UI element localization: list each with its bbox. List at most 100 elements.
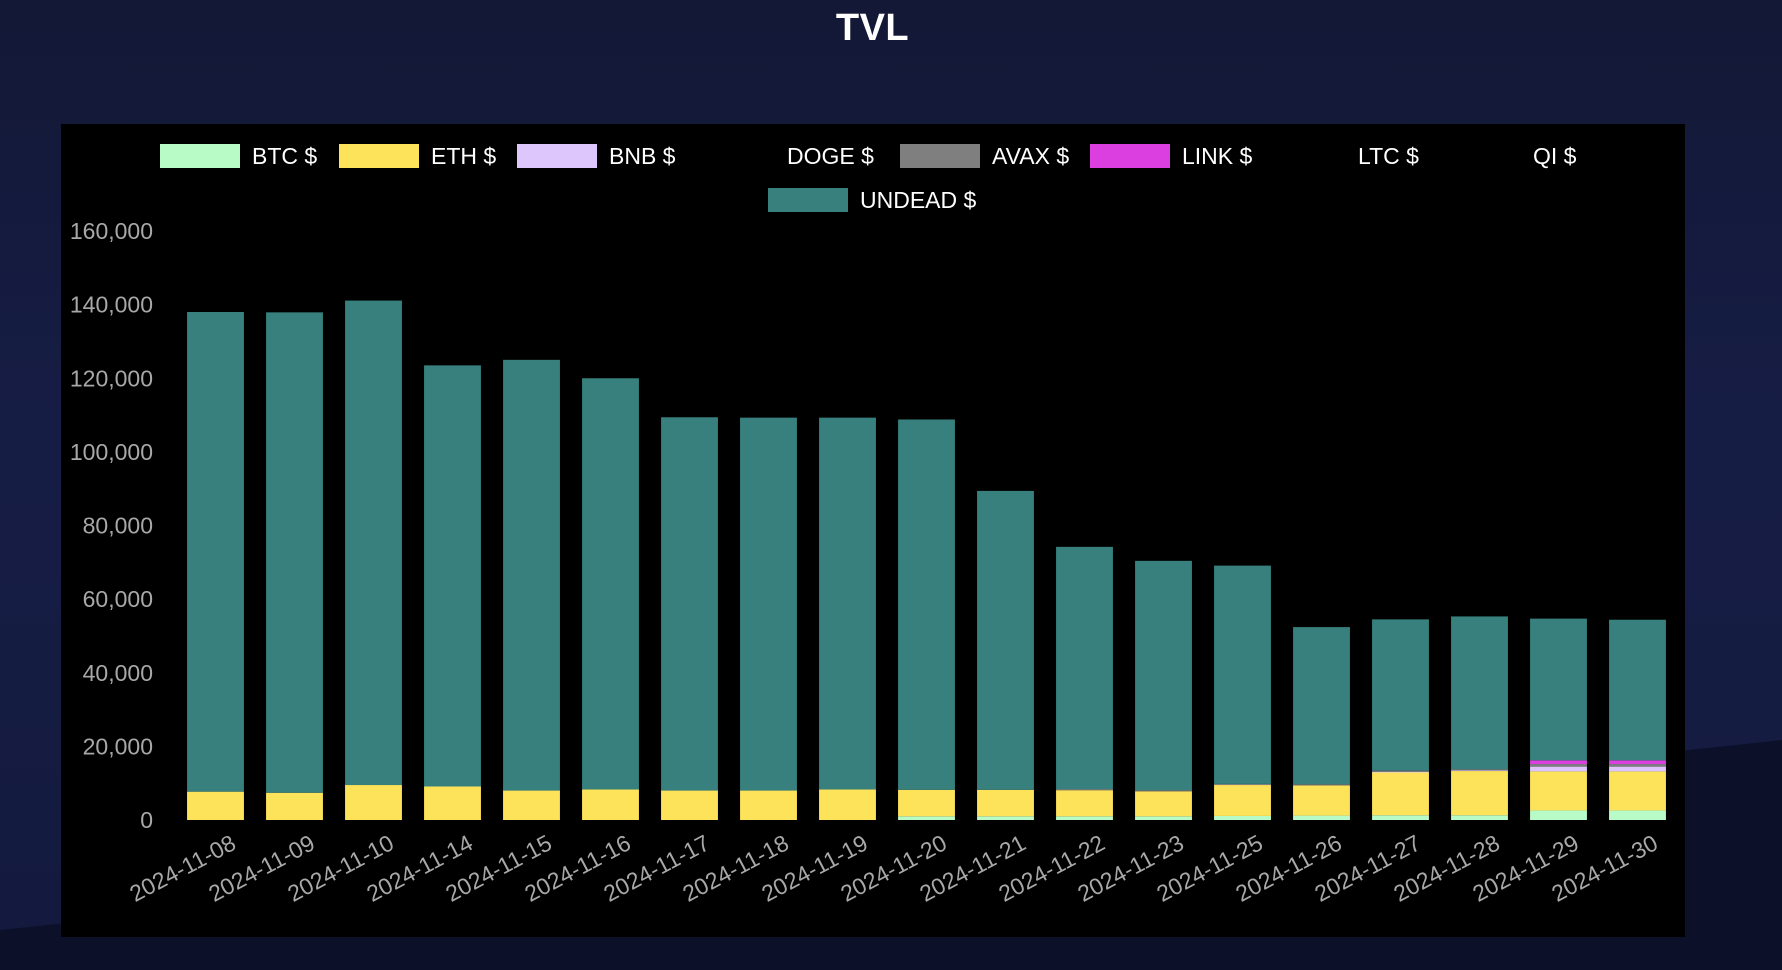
chart-legend: BTC $ ETH $ BNB $ DOGE $ AVAX $ LINK $ LTC $ QI… (160, 143, 1577, 213)
bar-eth-2024-11-19 (819, 789, 876, 820)
bar-undead-2024-11-15 (503, 359, 560, 791)
bar-btc-2024-11-22 (1056, 816, 1113, 820)
legend-item-ltc[interactable]: LTC $ (1266, 143, 1419, 169)
y-tick-label: 160,000 (70, 218, 153, 244)
legend-item-avax[interactable]: AVAX $ (900, 143, 1069, 169)
bar-stack-2024-11-19 (819, 417, 876, 820)
bar-stack-2024-11-21 (977, 490, 1034, 820)
x-axis: 2024-11-082024-11-092024-11-102024-11-14… (125, 829, 1662, 906)
bar-stack-2024-11-23 (1135, 560, 1192, 820)
y-tick-label: 140,000 (70, 292, 153, 318)
y-axis: 0 20,000 40,000 60,000 80,000 100,000 120,000 1… (70, 218, 153, 833)
bar-avax-2024-11-28 (1451, 769, 1508, 771)
bar-btc-2024-11-29 (1530, 810, 1587, 820)
legend-swatch-doge (695, 144, 775, 168)
bar-avax-2024-11-22 (1056, 789, 1113, 791)
bar-btc-2024-11-21 (977, 816, 1034, 820)
bar-link-2024-11-30 (1609, 760, 1666, 765)
bar-stack-2024-11-14 (424, 365, 481, 820)
bar-bnb-2024-11-27 (1372, 771, 1429, 773)
bar-stack-2024-11-17 (661, 417, 718, 820)
y-tick-label: 40,000 (83, 660, 153, 686)
legend-swatch-btc (160, 144, 240, 168)
bar-undead-2024-11-08 (187, 311, 244, 792)
bar-btc-2024-11-27 (1372, 815, 1429, 820)
bar-stack-2024-11-15 (503, 359, 560, 820)
bar-stack-2024-11-25 (1214, 565, 1271, 820)
bar-undead-2024-11-10 (345, 300, 402, 786)
bar-eth-2024-11-08 (187, 791, 244, 820)
bar-stack-2024-11-08 (187, 311, 244, 820)
bar-undead-2024-11-25 (1214, 565, 1271, 784)
bar-btc-2024-11-26 (1293, 815, 1350, 820)
bar-eth-2024-11-21 (977, 789, 1034, 817)
y-tick-label: 60,000 (83, 586, 153, 612)
bar-avax-2024-11-25 (1214, 783, 1271, 786)
legend-label-bnb: BNB $ (609, 143, 676, 169)
legend-label-btc: BTC $ (252, 143, 317, 169)
legend-label-avax: AVAX $ (992, 143, 1069, 169)
bar-undead-2024-11-22 (1056, 546, 1113, 790)
bar-btc-2024-11-20 (898, 816, 955, 820)
bar-link-2024-11-29 (1530, 760, 1587, 765)
bar-eth-2024-11-18 (740, 790, 797, 820)
legend-swatch-undead (768, 188, 848, 212)
legend-label-qi: QI $ (1533, 143, 1577, 169)
legend-item-undead[interactable]: UNDEAD $ (768, 187, 977, 213)
bar-undead-2024-11-21 (977, 490, 1034, 790)
bar-undead-2024-11-26 (1293, 627, 1350, 785)
bar-eth-2024-11-25 (1214, 785, 1271, 816)
bar-eth-2024-11-17 (661, 790, 718, 820)
tvl-stacked-bar-chart: BTC $ ETH $ BNB $ DOGE $ AVAX $ LINK $ LTC $ QI… (70, 143, 1666, 907)
bar-undead-2024-11-23 (1135, 560, 1192, 791)
legend-item-btc[interactable]: BTC $ (160, 143, 317, 169)
bar-eth-2024-11-28 (1451, 771, 1508, 816)
legend-item-bnb[interactable]: BNB $ (517, 143, 676, 169)
bar-undead-2024-11-28 (1451, 616, 1508, 770)
bar-stack-2024-11-30 (1609, 619, 1666, 820)
bar-eth-2024-11-30 (1609, 771, 1666, 811)
legend-swatch-bnb (517, 144, 597, 168)
bar-undead-2024-11-16 (582, 378, 639, 790)
bar-eth-2024-11-23 (1135, 791, 1192, 817)
y-tick-label: 120,000 (70, 365, 153, 391)
legend-swatch-avax (900, 144, 980, 168)
legend-swatch-qi (1441, 144, 1521, 168)
bar-undead-2024-11-20 (898, 419, 955, 790)
legend-item-doge[interactable]: DOGE $ (695, 143, 874, 169)
legend-item-qi[interactable]: QI $ (1441, 143, 1577, 169)
bar-eth-2024-11-29 (1530, 771, 1587, 811)
bar-avax-2024-11-23 (1135, 790, 1192, 792)
bar-eth-2024-11-27 (1372, 772, 1429, 816)
bar-bnb-2024-11-29 (1530, 766, 1587, 772)
bar-eth-2024-11-20 (898, 789, 955, 817)
legend-swatch-link (1090, 144, 1170, 168)
bar-eth-2024-11-16 (582, 789, 639, 820)
bar-stack-2024-11-18 (740, 417, 797, 820)
bar-bnb-2024-11-28 (1451, 770, 1508, 772)
bar-stack-2024-11-27 (1372, 619, 1429, 820)
bar-btc-2024-11-30 (1609, 810, 1666, 820)
legend-label-ltc: LTC $ (1358, 143, 1419, 169)
bar-stack-2024-11-20 (898, 419, 955, 820)
bar-eth-2024-11-22 (1056, 790, 1113, 817)
y-tick-label: 100,000 (70, 439, 153, 465)
bar-eth-2024-11-26 (1293, 785, 1350, 816)
bar-stack-2024-11-29 (1530, 618, 1587, 820)
legend-label-doge: DOGE $ (787, 143, 874, 169)
legend-label-eth: ETH $ (431, 143, 496, 169)
legend-swatch-eth (339, 144, 419, 168)
y-tick-label: 0 (140, 807, 153, 833)
bar-btc-2024-11-25 (1214, 815, 1271, 820)
legend-item-eth[interactable]: ETH $ (339, 143, 496, 169)
bar-undead-2024-11-27 (1372, 619, 1429, 771)
y-tick-label: 80,000 (83, 513, 153, 539)
bar-eth-2024-11-09 (266, 792, 323, 820)
legend-swatch-ltc (1266, 144, 1346, 168)
legend-item-link[interactable]: LINK $ (1090, 143, 1253, 169)
chart-panel: BTC $ ETH $ BNB $ DOGE $ AVAX $ LINK $ LTC $ QI… (61, 124, 1685, 937)
bar-undead-2024-11-30 (1609, 619, 1666, 761)
bar-eth-2024-11-15 (503, 790, 560, 820)
legend-label-link: LINK $ (1182, 143, 1253, 169)
bar-undead-2024-11-18 (740, 417, 797, 791)
